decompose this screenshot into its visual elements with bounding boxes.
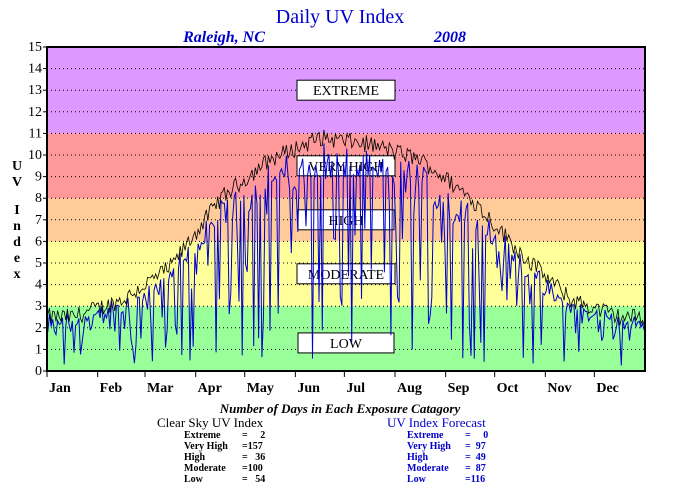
- y-tick-label: 15: [28, 40, 42, 55]
- y-tick-label: 11: [29, 126, 42, 141]
- y-tick-label: 1: [35, 342, 42, 357]
- stat-value: = 2: [242, 430, 266, 441]
- y-axis-label-letter: d: [13, 235, 21, 250]
- band-label: MODERATE: [308, 268, 384, 283]
- stat-value: = 97: [465, 441, 486, 452]
- chart-year: 2008: [433, 29, 466, 46]
- forecast-stats: Extreme = 0 Very High = 97 High = 49 Modera…: [407, 430, 505, 485]
- y-tick-label: 14: [28, 62, 42, 77]
- clear-sky-row: Very High =157: [184, 441, 282, 452]
- y-tick-label: 9: [35, 170, 42, 185]
- y-tick-label: 6: [35, 234, 42, 249]
- forecast-row: Moderate = 87: [407, 463, 505, 474]
- band-label: LOW: [330, 337, 363, 352]
- y-tick-label: 12: [28, 105, 42, 120]
- x-tick-label: Feb: [100, 381, 123, 396]
- y-tick-label: 2: [35, 321, 42, 336]
- forecast-row: High = 49: [407, 452, 505, 463]
- stat-label: Low: [184, 474, 203, 485]
- y-axis-label-letter: e: [14, 251, 20, 266]
- y-axis-label-letter: x: [14, 267, 21, 282]
- forecast-row: Very High = 97: [407, 441, 505, 452]
- clear-sky-heading: Clear Sky UV Index: [157, 415, 264, 430]
- stat-label: Low: [407, 474, 426, 485]
- y-tick-label: 5: [35, 256, 42, 271]
- stat-value: = 36: [242, 452, 266, 463]
- x-tick-label: Sep: [448, 381, 470, 396]
- y-tick-label: 13: [28, 83, 42, 98]
- forecast-row: Low =116: [407, 474, 505, 485]
- stat-value: =157: [242, 441, 263, 452]
- series-line-forecast: [47, 143, 645, 366]
- y-axis-label-letter: V: [12, 175, 22, 190]
- x-tick-label: Nov: [547, 381, 571, 396]
- stat-value: = 49: [465, 452, 486, 463]
- stat-label: Extreme: [184, 430, 221, 441]
- stat-value: = 87: [465, 463, 486, 474]
- clear-sky-stats: Extreme = 2 Very High =157 High = 36 Modera…: [184, 430, 282, 485]
- stat-value: = 0: [465, 430, 489, 441]
- band-label-box: [296, 79, 396, 101]
- series-line-clear-sky: [47, 129, 645, 326]
- stat-label: Very High: [184, 441, 228, 452]
- band-label: EXTREME: [313, 84, 379, 99]
- forecast-row: Extreme = 0: [407, 430, 505, 441]
- footer-title: Number of Days in Each Exposure Catagory: [219, 401, 461, 416]
- y-tick-label: 7: [35, 213, 42, 228]
- clear-sky-row: High = 36: [184, 452, 282, 463]
- x-tick-label: Oct: [497, 381, 519, 396]
- clear-sky-row: Extreme = 2: [184, 430, 282, 441]
- stat-label: Very High: [407, 441, 451, 452]
- y-tick-label: 10: [28, 148, 42, 163]
- x-tick-label: Jul: [346, 381, 365, 396]
- x-tick-label: Jan: [49, 381, 71, 396]
- y-tick-label: 0: [35, 364, 42, 379]
- forecast-heading: UV Index Forecast: [387, 415, 486, 430]
- clear-sky-row: Moderate =100: [184, 463, 282, 474]
- y-tick-label: 4: [35, 278, 42, 293]
- stat-value: =116: [465, 474, 486, 485]
- x-tick-label: Jun: [297, 381, 320, 396]
- stat-value: = 54: [242, 474, 266, 485]
- clear-sky-row: Low = 54: [184, 474, 282, 485]
- stat-label: Moderate: [184, 463, 226, 474]
- series-lines: [47, 129, 645, 366]
- stat-label: Moderate: [407, 463, 449, 474]
- x-tick-label: Dec: [596, 381, 619, 396]
- stat-label: Extreme: [407, 430, 444, 441]
- y-axis-label-letter: n: [13, 219, 21, 234]
- chart-title: Daily UV Index: [276, 6, 405, 28]
- stat-label: High: [407, 452, 429, 463]
- stat-value: =100: [242, 463, 263, 474]
- x-tick-label: Mar: [147, 381, 173, 396]
- x-tick-label: Apr: [198, 381, 222, 396]
- plot-frame: [46, 46, 646, 372]
- band-label-box: [297, 332, 395, 354]
- y-tick-label: 8: [35, 191, 42, 206]
- y-axis-label-letter: U: [12, 159, 22, 174]
- y-tick-label: 3: [35, 299, 42, 314]
- y-axis-label-letter: I: [14, 203, 19, 218]
- chart-location: Raleigh, NC: [182, 29, 265, 46]
- x-tick-label: May: [247, 381, 274, 396]
- x-tick-label: Aug: [397, 381, 422, 396]
- stat-label: High: [184, 452, 206, 463]
